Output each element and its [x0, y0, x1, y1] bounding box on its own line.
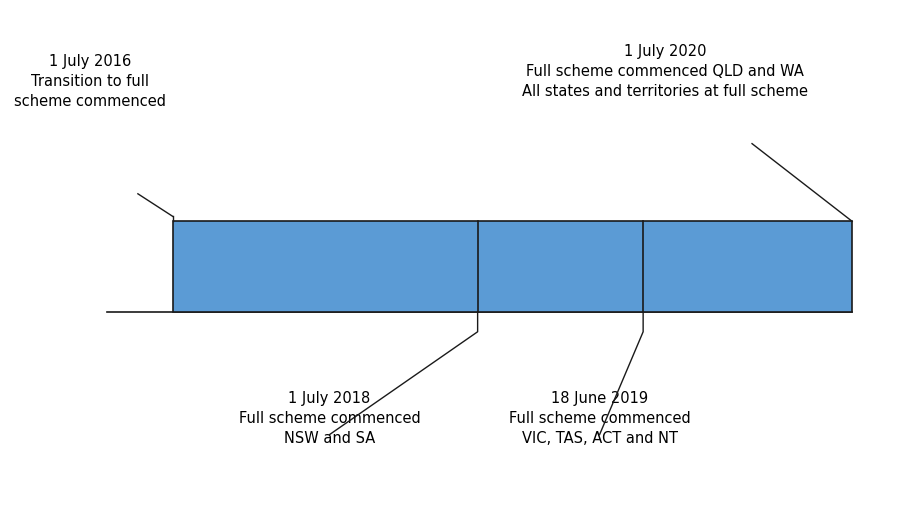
Text: 18 June 2019
Full scheme commenced
VIC, TAS, ACT and NT: 18 June 2019 Full scheme commenced VIC, … — [509, 390, 690, 445]
Text: 1 July 2016
Transition to full
scheme commenced: 1 July 2016 Transition to full scheme co… — [14, 54, 166, 109]
Text: 1 July 2020
Full scheme commenced QLD and WA
All states and territories at full : 1 July 2020 Full scheme commenced QLD an… — [522, 44, 808, 99]
Bar — [173, 222, 852, 312]
Text: 1 July 2018
Full scheme commenced
NSW and SA: 1 July 2018 Full scheme commenced NSW an… — [238, 390, 420, 445]
